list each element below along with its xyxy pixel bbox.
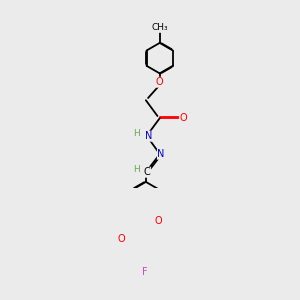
Text: C: C bbox=[144, 167, 151, 177]
Text: H: H bbox=[134, 165, 140, 174]
Text: O: O bbox=[179, 113, 187, 123]
Text: O: O bbox=[156, 77, 164, 87]
Text: N: N bbox=[146, 131, 153, 141]
Text: H: H bbox=[134, 129, 140, 138]
Text: O: O bbox=[117, 234, 125, 244]
Text: O: O bbox=[154, 216, 162, 226]
Text: N: N bbox=[158, 149, 165, 159]
Text: F: F bbox=[142, 267, 148, 277]
Text: CH₃: CH₃ bbox=[152, 23, 168, 32]
